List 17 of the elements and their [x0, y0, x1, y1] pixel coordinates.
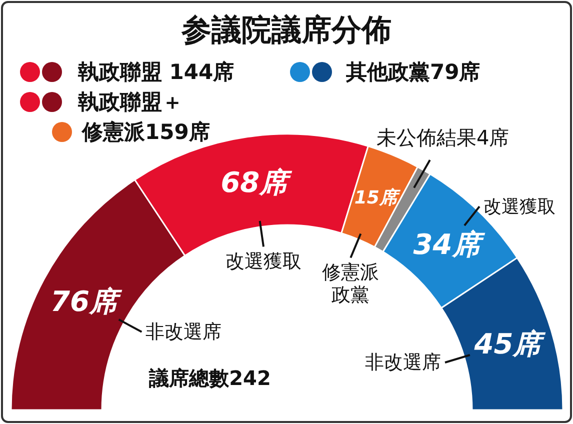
slice-label: 非改選席 — [146, 320, 222, 343]
chart-title: 参議院議席分佈 — [180, 12, 392, 48]
data-label: 45席 — [473, 327, 546, 360]
text: 議席總數242 — [148, 366, 271, 390]
slice-label: 修憲派政黨 — [322, 261, 380, 306]
text: 執政聯盟＋ — [77, 90, 183, 114]
data-label: 68席 — [220, 165, 293, 198]
text: 執政聯盟 144席 — [77, 60, 234, 84]
slice-label: 改選獲取 — [226, 250, 302, 273]
data-label: 76席 — [50, 284, 122, 318]
text: 其他政黨79席 — [345, 60, 480, 84]
data-label: 34席 — [413, 227, 486, 260]
slice-label: 未公佈結果4席 — [376, 125, 510, 150]
slice-label: 非改選席 — [365, 351, 442, 374]
data-label: 15席 — [354, 186, 402, 208]
slice-label: 改選獲取 — [483, 196, 556, 217]
text: 修憲派159席 — [81, 120, 210, 144]
